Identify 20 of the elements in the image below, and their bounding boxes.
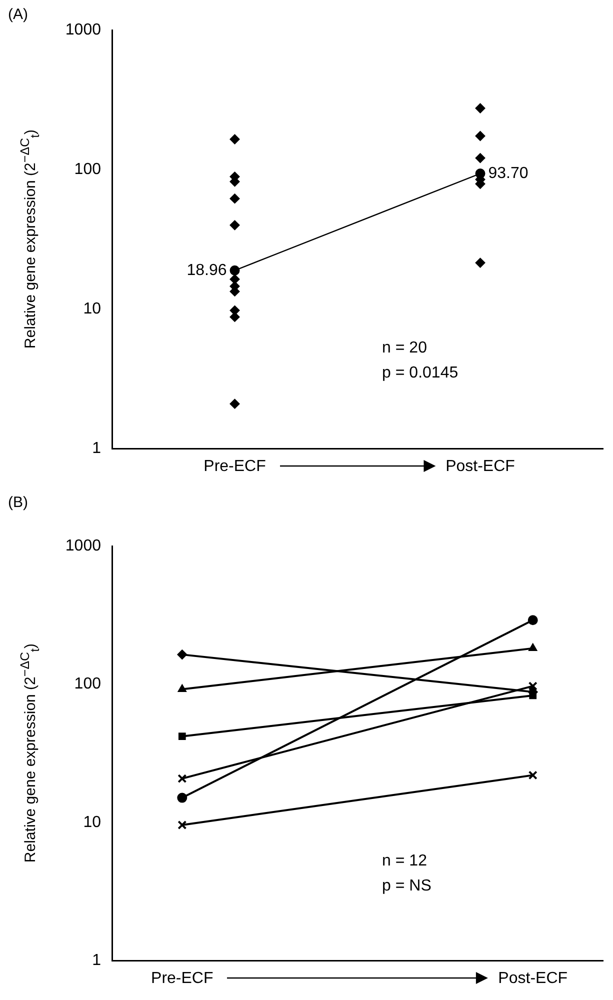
- annotation: p = NS: [382, 878, 432, 895]
- x-tick-label: Post-ECF: [498, 970, 568, 987]
- y-tick-label: 1: [92, 952, 102, 970]
- annotation: n = 12: [382, 852, 428, 870]
- x-tick-label: Post-ECF: [446, 458, 516, 475]
- y-tick-label: 1: [92, 440, 102, 458]
- y-tick-label: 100: [74, 676, 102, 693]
- data-label: 18.96: [186, 262, 227, 279]
- x-tick-label: Pre-ECF: [204, 458, 266, 475]
- y-tick-label: 1000: [65, 21, 102, 38]
- chart-title: (B): [8, 494, 28, 511]
- chart-title: (A): [8, 6, 28, 23]
- data-label: 93.70: [488, 164, 528, 182]
- y-tick-label: 1000: [65, 537, 102, 554]
- x-tick-label: Pre-ECF: [151, 970, 214, 987]
- y-tick-label: 10: [83, 300, 102, 318]
- y-tick-label: 100: [74, 161, 102, 178]
- annotation: n = 20: [382, 340, 428, 357]
- annotation: p = 0.0145: [382, 364, 458, 382]
- y-tick-label: 10: [83, 814, 102, 831]
